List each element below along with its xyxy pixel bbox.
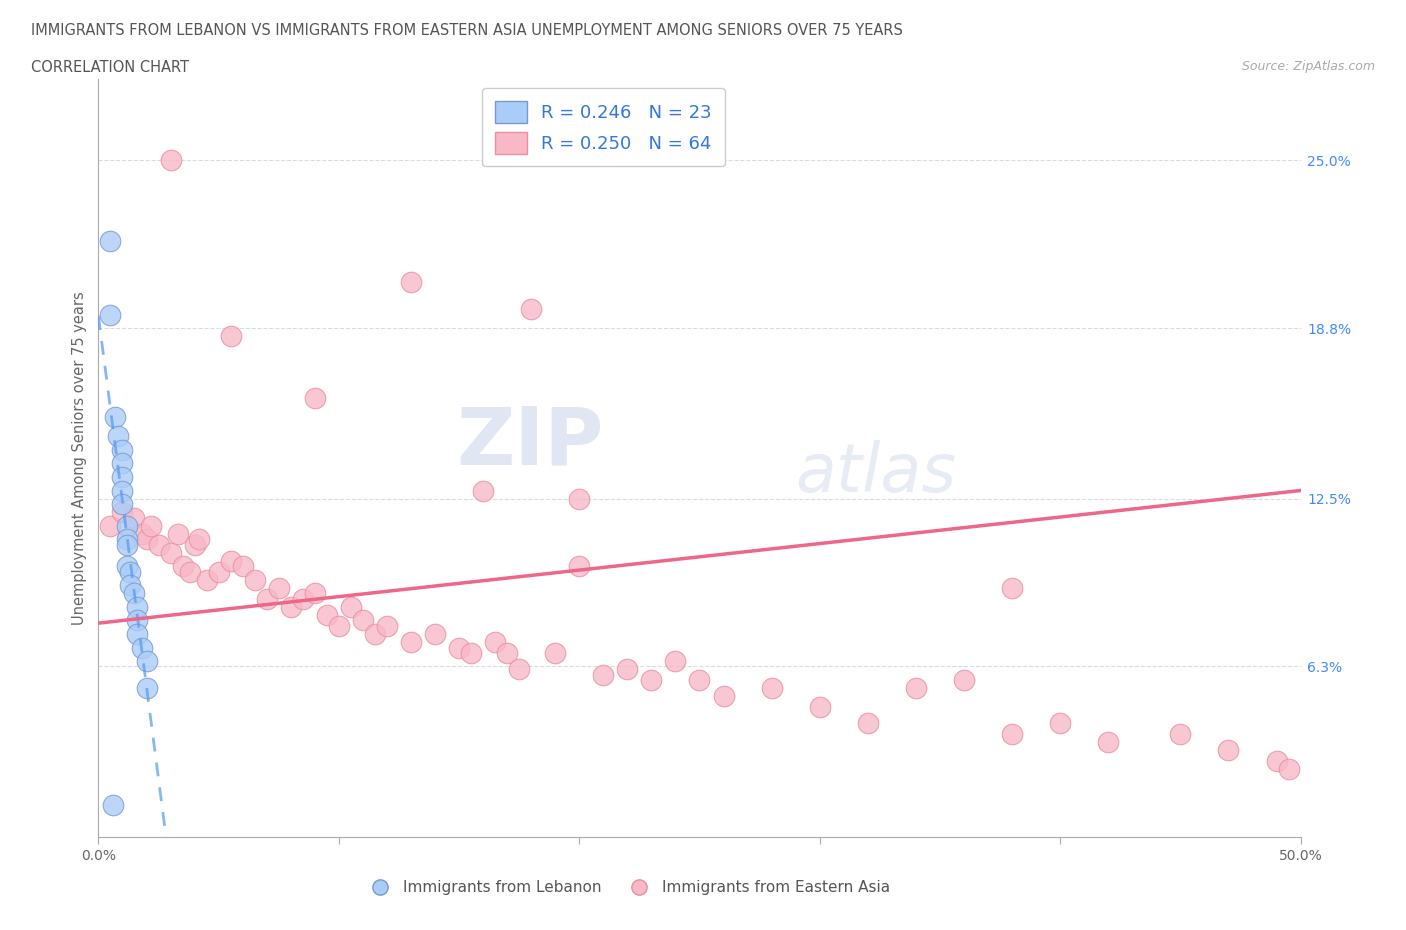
Point	[117, 538, 139, 552]
Point	[315, 607, 337, 622]
Point	[104, 410, 127, 425]
Point	[125, 627, 148, 642]
Point	[125, 600, 148, 615]
Point	[689, 672, 711, 687]
Point	[219, 553, 242, 568]
Point	[179, 565, 201, 579]
Point	[124, 511, 146, 525]
Point	[256, 591, 278, 606]
Point	[159, 153, 181, 167]
Point	[117, 518, 139, 533]
Point	[100, 234, 122, 249]
Point	[1265, 753, 1288, 768]
Point	[195, 572, 218, 587]
Point	[1170, 726, 1192, 741]
Text: atlas: atlas	[796, 440, 956, 506]
Point	[508, 662, 530, 677]
Point	[125, 613, 148, 628]
Text: CORRELATION CHART: CORRELATION CHART	[31, 60, 188, 75]
Point	[159, 545, 181, 560]
Point	[131, 640, 153, 655]
Point	[616, 662, 638, 677]
Point	[713, 689, 735, 704]
Point	[148, 538, 170, 552]
Point	[472, 483, 495, 498]
Point	[232, 559, 254, 574]
Point	[399, 274, 422, 289]
Point	[117, 532, 139, 547]
Point	[100, 518, 122, 533]
Point	[208, 565, 231, 579]
Point	[267, 580, 290, 595]
Point	[953, 672, 976, 687]
Point	[188, 532, 211, 547]
Point	[172, 559, 194, 574]
Point	[111, 483, 134, 498]
Y-axis label: Unemployment Among Seniors over 75 years: Unemployment Among Seniors over 75 years	[72, 291, 87, 625]
Point	[117, 559, 139, 574]
Point	[904, 681, 927, 696]
Point	[399, 634, 422, 649]
Point	[304, 391, 326, 405]
Point	[111, 443, 134, 458]
Point	[1097, 735, 1119, 750]
Point	[100, 307, 122, 322]
Point	[111, 470, 134, 485]
Point	[568, 491, 591, 506]
Point	[496, 645, 519, 660]
Point	[1277, 762, 1299, 777]
Text: IMMIGRANTS FROM LEBANON VS IMMIGRANTS FROM EASTERN ASIA UNEMPLOYMENT AMONG SENIO: IMMIGRANTS FROM LEBANON VS IMMIGRANTS FR…	[31, 23, 903, 38]
Point	[808, 699, 831, 714]
Point	[664, 654, 686, 669]
Point	[1218, 743, 1240, 758]
Point	[447, 640, 470, 655]
Point	[111, 497, 134, 512]
Point	[118, 578, 141, 592]
Point	[328, 618, 350, 633]
Point	[423, 627, 446, 642]
Point	[135, 532, 157, 547]
Point	[111, 456, 134, 471]
Legend: Immigrants from Lebanon, Immigrants from Eastern Asia: Immigrants from Lebanon, Immigrants from…	[359, 874, 897, 901]
Point	[1001, 726, 1024, 741]
Point	[166, 526, 188, 541]
Point	[1049, 716, 1071, 731]
Point	[101, 797, 124, 812]
Point	[761, 681, 783, 696]
Point	[352, 613, 374, 628]
Point	[364, 627, 387, 642]
Point	[118, 565, 141, 579]
Point	[131, 526, 153, 541]
Point	[640, 672, 662, 687]
Point	[340, 600, 363, 615]
Point	[520, 301, 543, 316]
Point	[135, 654, 157, 669]
Text: ZIP: ZIP	[456, 404, 603, 482]
Point	[280, 600, 302, 615]
Point	[568, 559, 591, 574]
Point	[592, 667, 614, 682]
Point	[141, 518, 163, 533]
Point	[111, 505, 134, 520]
Point	[375, 618, 398, 633]
Point	[484, 634, 506, 649]
Point	[135, 681, 157, 696]
Point	[219, 329, 242, 344]
Point	[291, 591, 314, 606]
Point	[304, 586, 326, 601]
Point	[124, 586, 146, 601]
Point	[856, 716, 879, 731]
Text: Source: ZipAtlas.com: Source: ZipAtlas.com	[1241, 60, 1375, 73]
Point	[183, 538, 205, 552]
Point	[544, 645, 567, 660]
Point	[460, 645, 482, 660]
Point	[107, 429, 129, 444]
Point	[1001, 580, 1024, 595]
Point	[243, 572, 266, 587]
